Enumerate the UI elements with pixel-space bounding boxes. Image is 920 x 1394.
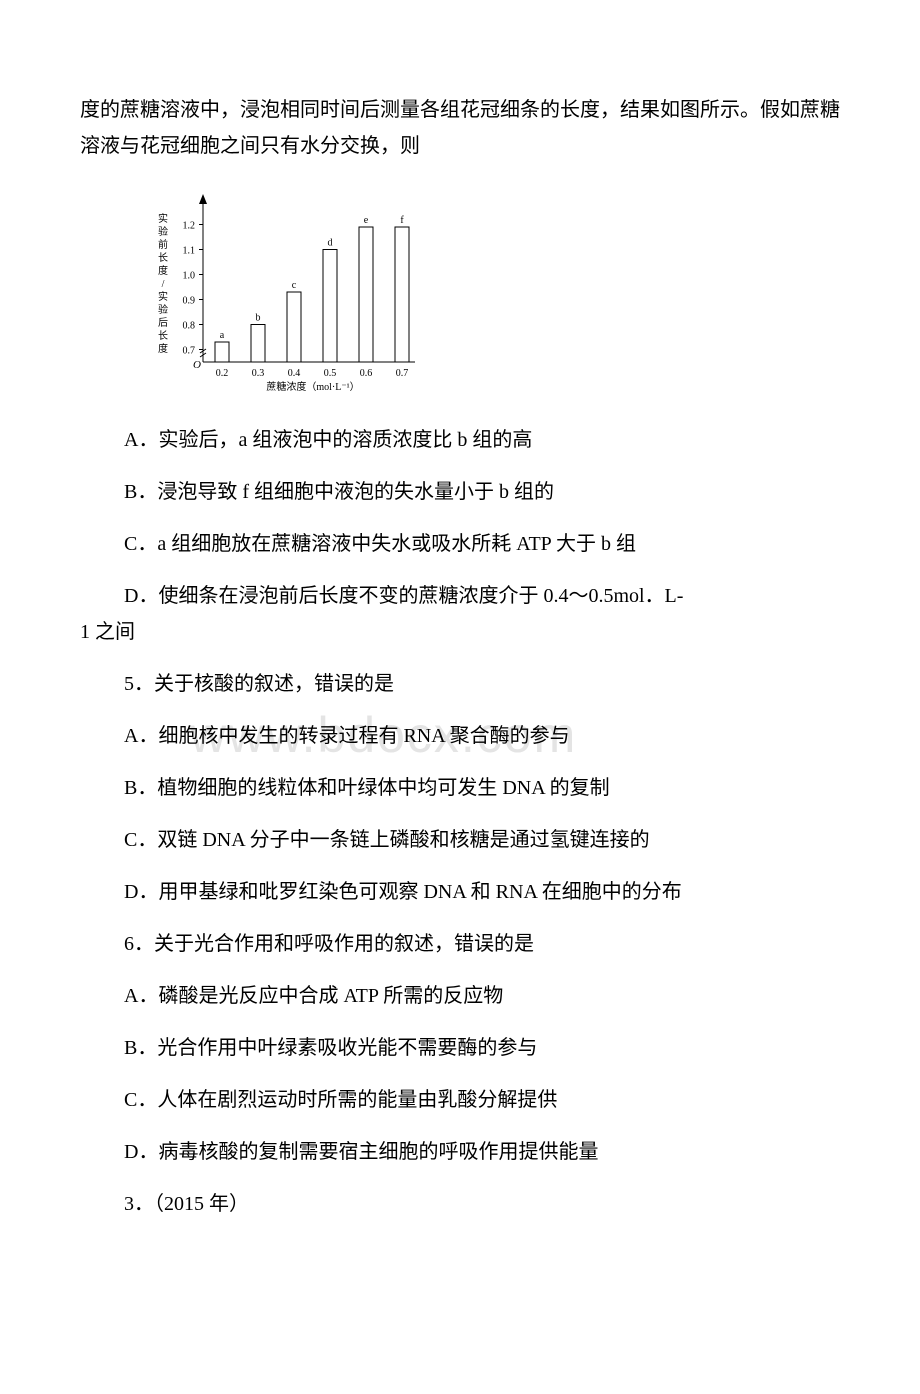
q4-choice-c: C．a 组细胞放在蔗糖溶液中失水或吸水所耗 ATP 大于 b 组 [124,526,840,562]
q5-stem: 5．关于核酸的叙述，错误的是 [124,666,840,702]
svg-text:0.9: 0.9 [183,296,196,307]
svg-text:度: 度 [158,264,168,277]
svg-text:前: 前 [158,238,168,251]
q5-choice-c: C．双链 DNA 分子中一条链上磷酸和核糖是通过氢键连接的 [124,822,840,858]
q5-choice-a: A．细胞核中发生的转录过程有 RNA 聚合酶的参与 [124,718,840,754]
q4-choice-d-part1: D．使细条在浸泡前后长度不变的蔗糖浓度介于 0.4～0.5mol．L- [124,585,683,607]
svg-text:1.1: 1.1 [183,246,196,257]
svg-text:验: 验 [158,303,168,316]
svg-text:后: 后 [158,317,168,329]
q6-choice-c: C．人体在剧烈运动时所需的能量由乳酸分解提供 [124,1082,840,1118]
q6-choice-a: A．磷酸是光反应中合成 ATP 所需的反应物 [124,978,840,1014]
svg-text:b: b [256,313,261,324]
svg-text:0.3: 0.3 [252,368,265,379]
q4-choice-a: A．实验后，a 组液泡中的溶质浓度比 b 组的高 [124,422,840,458]
q6-choice-d: D．病毒核酸的复制需要宿主细胞的呼吸作用提供能量 [124,1134,840,1170]
intro-line1: 度的蔗糖溶液中，浸泡相同时间后测量各组花冠细条的长度，结果如 [80,99,680,121]
svg-text:蔗糖浓度（mol·L⁻¹）: 蔗糖浓度（mol·L⁻¹） [266,380,359,393]
svg-text:0.5: 0.5 [324,368,337,379]
svg-text:0.2: 0.2 [216,368,229,379]
svg-text:验: 验 [158,225,168,238]
q3-year: 3．（2015 年） [124,1186,840,1222]
svg-text:a: a [220,330,225,341]
q6-choice-b: B．光合作用中叶绿素吸收光能不需要酶的参与 [124,1030,840,1066]
svg-text:长: 长 [158,252,168,264]
svg-text:实: 实 [158,290,168,303]
svg-text:0.7: 0.7 [396,368,409,379]
q4-choice-d-part2: 1 之间 [80,621,135,643]
q4-choice-d: D．使细条在浸泡前后长度不变的蔗糖浓度介于 0.4～0.5mol．L- 1 之间 [80,578,840,650]
svg-text:1.0: 1.0 [183,271,196,282]
svg-text:0.7: 0.7 [183,346,196,357]
q4-choice-b: B．浸泡导致 f 组细胞中液泡的失水量小于 b 组的 [124,474,840,510]
chart-svg: 0.7 0.8 0.9 1.0 1.1 1.2 Oa 0.2 b 0.3 c 0.4 d 0.5 e 0.6 f… [135,182,415,402]
svg-text:/: / [162,279,165,290]
svg-text:f: f [400,215,404,226]
svg-text:0.4: 0.4 [288,368,301,379]
svg-text:1.2: 1.2 [183,221,196,232]
svg-text:实: 实 [158,212,168,225]
svg-text:e: e [364,215,369,226]
svg-text:长: 长 [158,330,168,342]
bar-chart: 0.7 0.8 0.9 1.0 1.1 1.2 Oa 0.2 b 0.3 c 0.4 d 0.5 e 0.6 f… [135,182,840,402]
svg-text:度: 度 [158,342,168,355]
q6-stem: 6．关于光合作用和呼吸作用的叙述，错误的是 [124,926,840,962]
svg-text:O: O [193,359,201,371]
svg-text:c: c [292,280,297,291]
q5-choice-d: D．用甲基绿和吡罗红染色可观察 DNA 和 RNA 在细胞中的分布 [124,874,840,910]
svg-text:d: d [328,238,333,249]
q5-choice-b: B．植物细胞的线粒体和叶绿体中均可发生 DNA 的复制 [124,770,840,806]
svg-text:0.6: 0.6 [360,368,373,379]
svg-text:0.8: 0.8 [183,321,196,332]
intro-paragraph: 度的蔗糖溶液中，浸泡相同时间后测量各组花冠细条的长度，结果如图所示。假如蔗糖溶液… [80,92,840,164]
